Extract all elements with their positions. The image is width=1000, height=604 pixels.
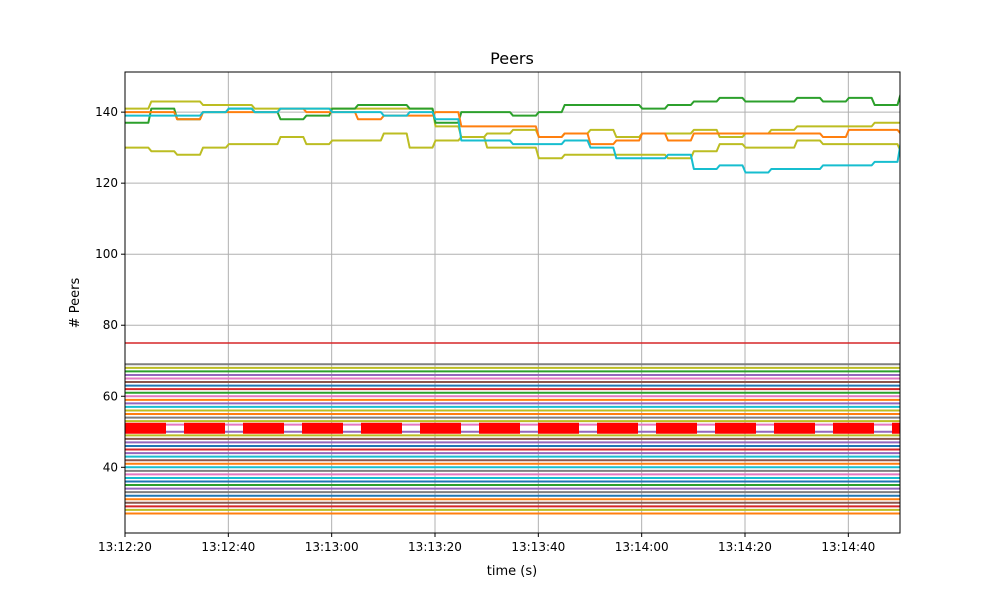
y-tick-label: 80 — [103, 318, 118, 332]
x-tick-label: 13:14:20 — [718, 540, 772, 554]
y-tick-label: 100 — [95, 247, 118, 261]
x-tick-label: 13:13:00 — [305, 540, 359, 554]
ticks: 13:12:20 13:12:40 13:13:00 13:13:20 13:13:40… — [95, 105, 875, 554]
y-tick-label: 60 — [103, 389, 118, 403]
y-axis-label: # Peers — [68, 278, 83, 329]
y-tick-label: 120 — [95, 176, 118, 190]
series-line — [125, 100, 900, 160]
x-tick-label: 13:14:40 — [821, 540, 875, 554]
x-tick-label: 13:14:00 — [615, 540, 669, 554]
y-tick-label: 40 — [103, 460, 118, 474]
x-tick-label: 13:12:20 — [98, 540, 152, 554]
x-tick-label: 13:12:40 — [201, 540, 255, 554]
series-line — [125, 107, 900, 174]
x-tick-label: 13:13:40 — [511, 540, 565, 554]
x-axis-label: time (s) — [487, 564, 537, 579]
y-tick-label: 140 — [95, 105, 118, 119]
axes-frame — [124, 71, 901, 534]
series-line — [125, 121, 900, 156]
chart-title: Peers — [490, 49, 534, 68]
x-tick-label: 13:13:20 — [408, 540, 462, 554]
plot-area — [125, 94, 900, 515]
